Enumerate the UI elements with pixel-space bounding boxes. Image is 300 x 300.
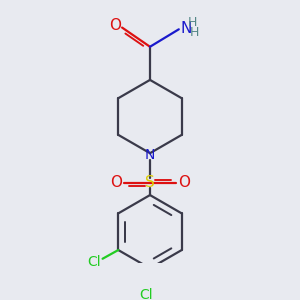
Text: O: O xyxy=(178,176,190,190)
Text: O: O xyxy=(110,176,122,190)
Text: H: H xyxy=(188,16,197,29)
Text: N: N xyxy=(181,21,192,36)
Text: N: N xyxy=(145,148,155,162)
Text: H: H xyxy=(190,26,199,39)
Text: Cl: Cl xyxy=(87,255,101,269)
Text: Cl: Cl xyxy=(139,288,152,300)
Text: O: O xyxy=(109,18,121,33)
Text: S: S xyxy=(145,176,155,190)
